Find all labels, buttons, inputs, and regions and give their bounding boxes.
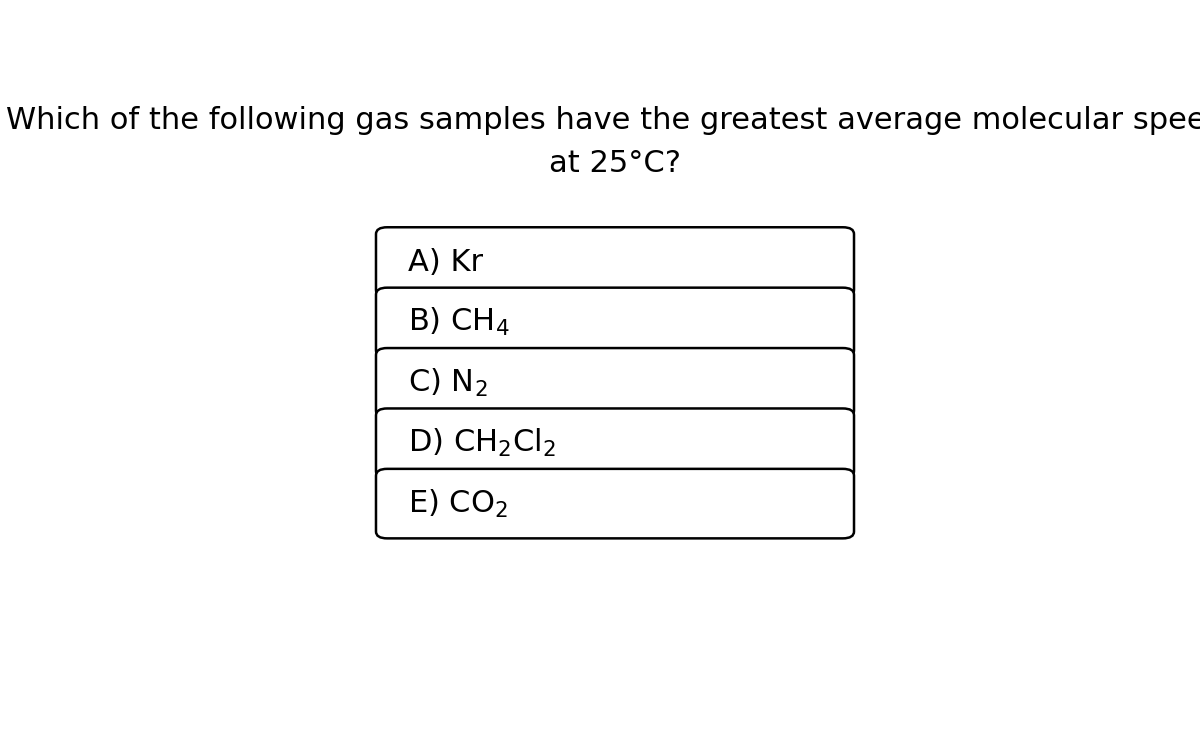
Text: Which of the following gas samples have the greatest average molecular speed: Which of the following gas samples have … (6, 106, 1200, 135)
FancyBboxPatch shape (376, 227, 854, 297)
Text: B) CH$_4$: B) CH$_4$ (408, 306, 509, 338)
Text: C) N$_2$: C) N$_2$ (408, 367, 487, 399)
Text: at 25°C?: at 25°C? (550, 149, 682, 178)
FancyBboxPatch shape (376, 469, 854, 539)
FancyBboxPatch shape (376, 288, 854, 357)
Text: D) CH$_2$Cl$_2$: D) CH$_2$Cl$_2$ (408, 427, 556, 460)
Text: E) CO$_2$: E) CO$_2$ (408, 488, 508, 519)
FancyBboxPatch shape (376, 408, 854, 478)
FancyBboxPatch shape (376, 348, 854, 417)
Text: A) Kr: A) Kr (408, 247, 482, 277)
